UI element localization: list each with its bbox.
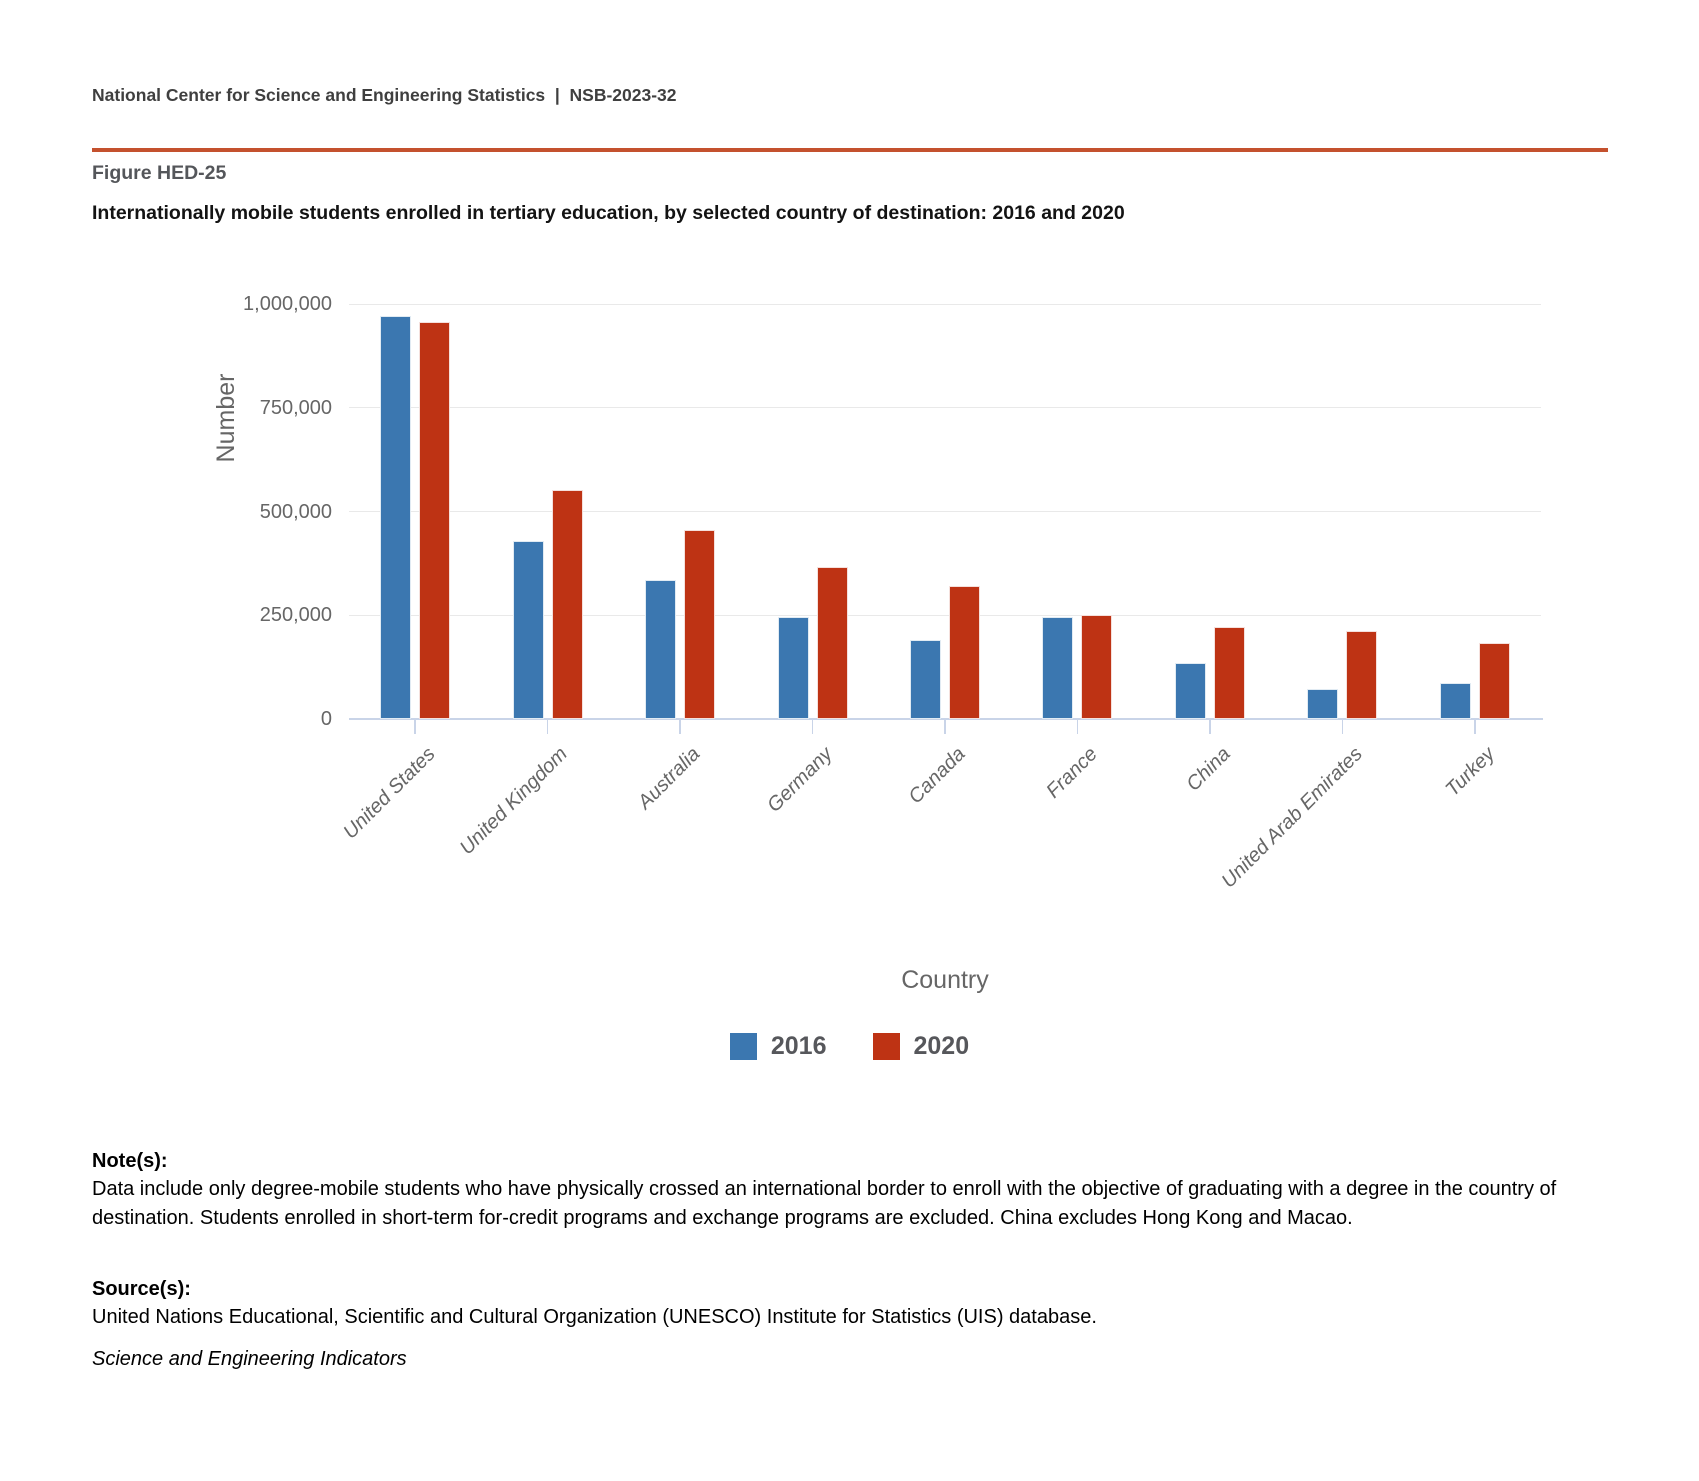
header-rule xyxy=(92,148,1608,152)
bar-2020-germany xyxy=(816,567,848,719)
bar-2016-united-arab-emirates xyxy=(1307,689,1339,719)
bar-2016-united-kingdom xyxy=(512,541,544,719)
y-tick-label: 1,000,000 xyxy=(243,293,332,315)
legend-label-2016: 2016 xyxy=(770,1032,827,1060)
x-category-label-germany: Germany xyxy=(763,743,838,817)
bar-2020-china xyxy=(1213,627,1245,719)
bar-2016-france xyxy=(1042,617,1074,719)
bar-2020-canada xyxy=(949,586,980,719)
y-tick-label: 500,000 xyxy=(259,500,332,523)
bar-2016-canada xyxy=(910,640,941,719)
x-tick xyxy=(1209,720,1211,734)
y-tick-label: 0 xyxy=(320,708,332,730)
bar-2020-united-states xyxy=(419,322,451,719)
legend-label-2020: 2020 xyxy=(913,1032,970,1060)
x-category-label-united-kingdom: United Kingdom xyxy=(456,743,573,860)
x-category-label-china: China xyxy=(1181,743,1235,796)
bar-2016-united-states xyxy=(380,316,412,719)
legend-item-2020[interactable]: 2020 xyxy=(872,1032,970,1061)
chart-legend: 2016 2020 xyxy=(0,1032,1699,1061)
legend-item-2016[interactable]: 2016 xyxy=(729,1032,827,1061)
gridline xyxy=(349,511,1541,512)
x-category-label-australia: Australia xyxy=(634,743,705,814)
sources-text: United Nations Educational, Scientific a… xyxy=(92,1306,1097,1328)
bar-2016-turkey xyxy=(1439,683,1471,719)
x-tick xyxy=(1341,720,1344,734)
x-tick xyxy=(679,720,681,734)
x-category-label-united-states: United States xyxy=(339,743,440,844)
bar-2016-australia xyxy=(645,580,677,719)
gridline xyxy=(349,407,1541,409)
x-category-label-turkey: Turkey xyxy=(1441,743,1500,801)
bar-2020-united-arab-emirates xyxy=(1346,631,1378,719)
figure-label: Figure HED-25 xyxy=(92,162,227,184)
x-tick xyxy=(811,720,814,734)
figure-title: Internationally mobile students enrolled… xyxy=(92,202,1125,224)
bar-2020-turkey xyxy=(1478,643,1510,719)
sources-heading: Source(s): xyxy=(92,1278,191,1300)
x-category-label-france: France xyxy=(1042,743,1103,803)
gridline xyxy=(349,303,1541,305)
x-tick xyxy=(1076,720,1079,734)
y-tick-label: 250,000 xyxy=(259,604,332,627)
x-tick xyxy=(1474,720,1476,734)
bar-2016-china xyxy=(1174,663,1206,719)
x-tick xyxy=(944,720,946,734)
x-tick xyxy=(414,720,416,734)
x-axis-title: Country xyxy=(901,966,989,994)
notes-heading: Note(s): xyxy=(92,1150,168,1172)
bar-2016-germany xyxy=(777,617,809,719)
y-tick-label: 750,000 xyxy=(259,396,332,419)
footer-publication: Science and Engineering Indicators xyxy=(92,1348,407,1370)
x-axis-line xyxy=(349,718,1543,720)
legend-swatch-2020-icon xyxy=(872,1033,900,1060)
gridline xyxy=(349,614,1541,616)
notes-text: Data include only degree-mobile students… xyxy=(92,1178,1557,1229)
bar-2020-australia xyxy=(684,530,716,719)
bar-2020-france xyxy=(1081,615,1113,719)
x-category-label-united-arab-emirates: United Arab Emirates xyxy=(1217,743,1367,893)
x-tick xyxy=(546,720,549,734)
x-category-label-canada: Canada xyxy=(904,743,970,809)
bar-2020-united-kingdom xyxy=(551,490,583,719)
report-header: National Center for Science and Engineer… xyxy=(92,85,677,105)
legend-swatch-2016-icon xyxy=(729,1033,757,1060)
